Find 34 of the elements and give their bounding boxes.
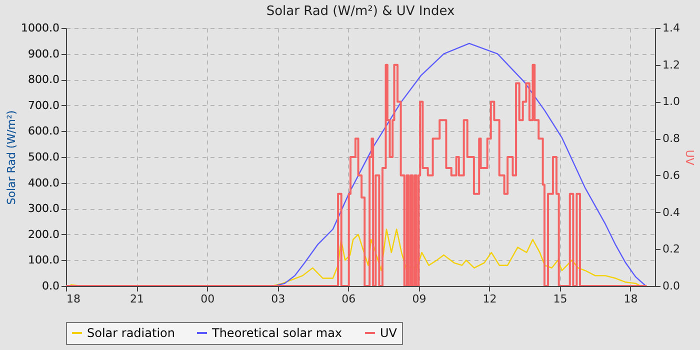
x-tick-label: 00	[200, 292, 215, 306]
x-tick-label: 15	[553, 292, 568, 306]
y-tick-label: 300.0	[28, 202, 60, 216]
y-tick-label: 700.0	[28, 98, 60, 112]
y2-tick-label: 1.4	[662, 22, 680, 34]
y2-tick-label: 0.0	[662, 280, 680, 292]
y-tick-label: 500.0	[28, 150, 60, 164]
x-tick-label: 09	[412, 292, 426, 306]
legend-label: Theoretical solar max	[211, 326, 342, 340]
y2-tick-label: 0.4	[662, 206, 680, 219]
x-tick-label: 06	[342, 292, 356, 306]
y-tick-label: 0.0	[42, 280, 60, 292]
y-tick-label: 800.0	[28, 73, 60, 86]
y2-tick-label: 1.2	[662, 58, 680, 72]
y2-tick-label: 0.8	[662, 132, 680, 146]
y-tick-label: 400.0	[28, 176, 60, 190]
y2-tick-label: 0.6	[662, 168, 680, 182]
y-tick-label: 100.0	[28, 254, 60, 267]
x-tick-label: 18	[66, 292, 80, 306]
y2-tick-label: 0.2	[662, 242, 680, 256]
legend-label: UV	[380, 326, 398, 340]
y-tick-label: 900.0	[28, 47, 60, 60]
chart-title: Solar Rad (W/m²) & UV Index	[266, 4, 455, 19]
y-tick-label: 1000.0	[21, 22, 60, 34]
x-tick-label: 21	[130, 292, 144, 306]
legend-label: Solar radiation	[87, 326, 175, 340]
y2-axis-title: UV	[682, 150, 696, 166]
y-tick-label: 600.0	[28, 124, 60, 138]
x-tick-label: 03	[271, 292, 286, 306]
x-tick-label: 18	[624, 292, 638, 306]
y-axis-title: Solar Rad (W/m²)	[5, 110, 18, 205]
x-tick-label: 12	[482, 292, 497, 306]
y2-tick-label: 1.0	[662, 95, 680, 108]
y-tick-label: 200.0	[28, 228, 60, 241]
